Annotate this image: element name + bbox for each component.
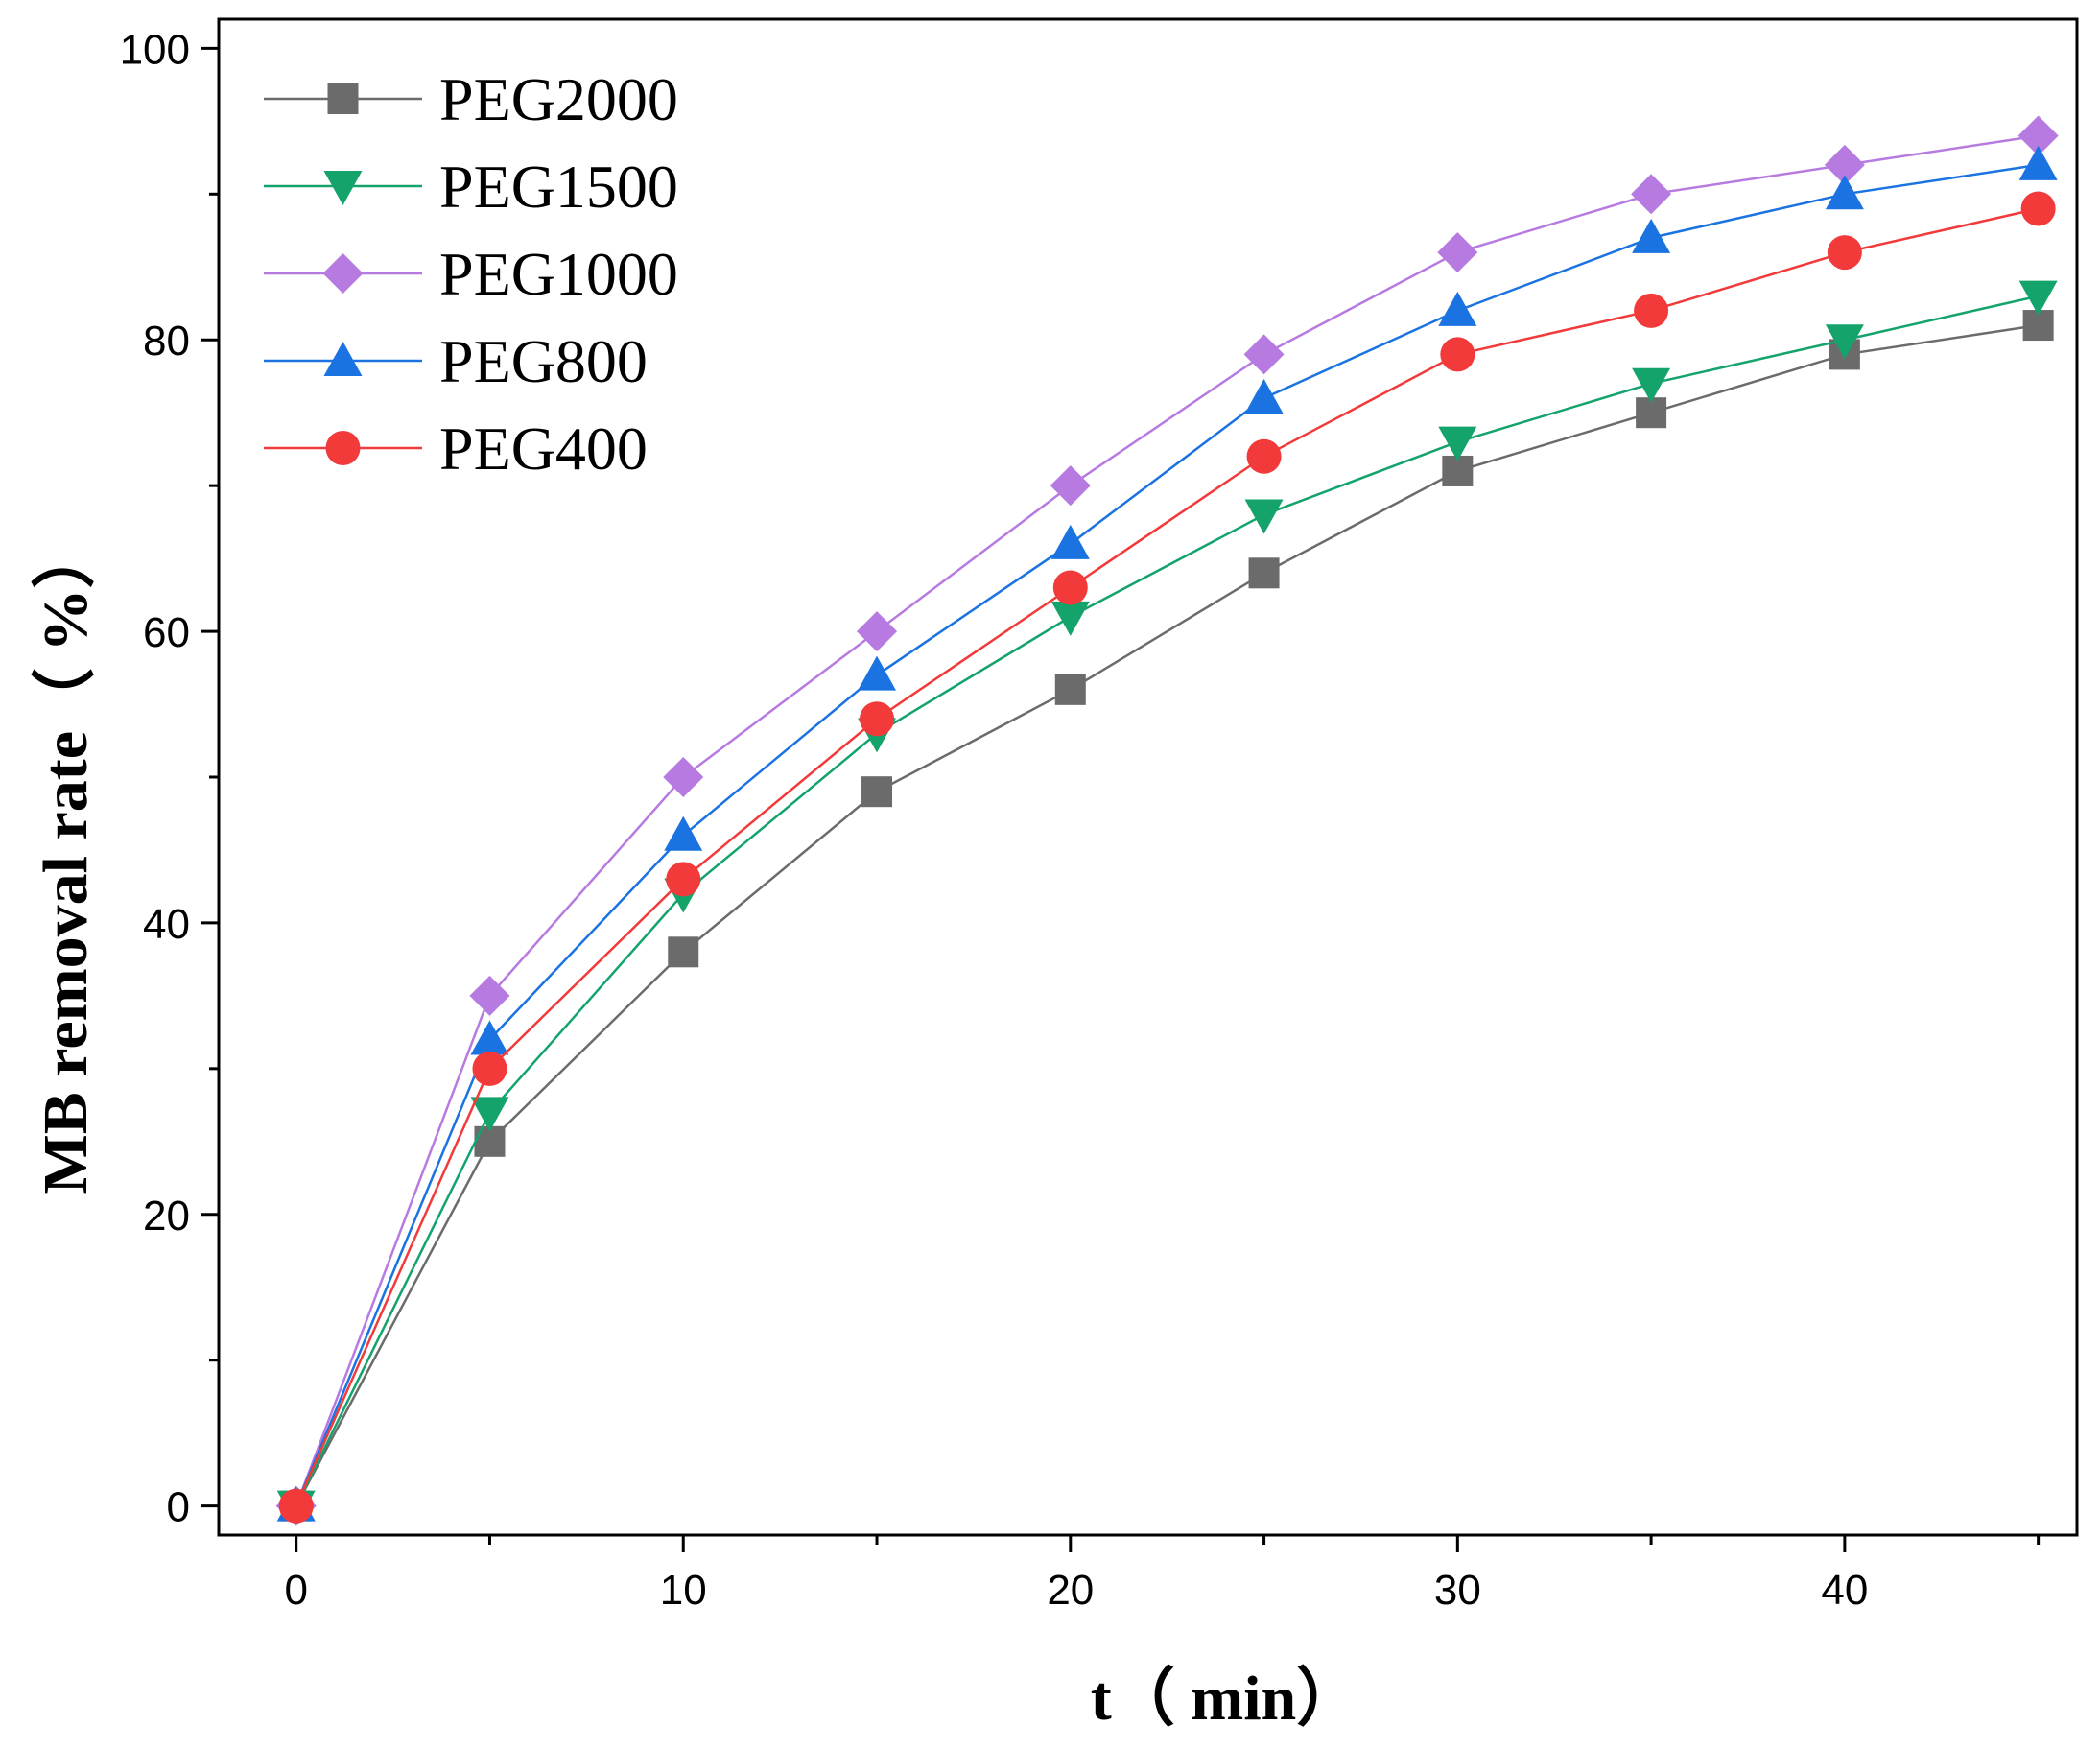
data-point-peg400 [666, 862, 701, 897]
data-point-peg1500 [1244, 499, 1284, 534]
y-tick-label: 100 [120, 26, 190, 73]
y-tick-label: 60 [143, 609, 190, 656]
legend: PEG2000 PEG1500 PEG1000 PEG800 PEG400 [264, 65, 678, 483]
data-point-peg800 [2018, 145, 2058, 180]
legend-label-peg400: PEG400 [439, 414, 648, 483]
data-point-peg400 [278, 1488, 314, 1524]
x-tick-label: 30 [1434, 1567, 1481, 1614]
series-line-peg400 [295, 207, 2039, 1507]
data-point-peg1000 [663, 757, 704, 797]
legend-marker-peg1000 [322, 253, 364, 294]
legend-label-peg2000: PEG2000 [439, 65, 678, 133]
data-point-peg1500 [1825, 324, 1864, 360]
legend-item-peg400: PEG400 [264, 414, 648, 483]
data-point-peg400 [860, 701, 895, 737]
series-layer [275, 115, 2059, 1526]
series-line-peg1000 [295, 134, 2039, 1507]
data-point-peg800 [1438, 291, 1477, 326]
x-axis: 0 10 20 30 40 [284, 1535, 2041, 1614]
x-tick-label: 40 [1821, 1567, 1868, 1614]
data-point-peg1500 [1438, 426, 1477, 461]
data-point-peg1500 [470, 1097, 509, 1132]
data-point-peg2000 [1054, 674, 1086, 705]
legend-item-peg800: PEG800 [264, 327, 648, 395]
y-tick-label: 40 [143, 901, 190, 948]
legend-marker-peg2000 [327, 83, 359, 114]
series-line-peg1500 [295, 295, 2039, 1507]
data-point-peg800 [1244, 379, 1284, 414]
legend-item-peg1000: PEG1000 [264, 240, 678, 308]
data-point-peg1500 [2018, 280, 2058, 316]
data-point-peg1000 [2017, 115, 2059, 156]
data-point-peg1000 [1437, 232, 1478, 273]
data-point-peg400 [1052, 570, 1088, 605]
data-point-peg400 [2020, 191, 2056, 226]
legend-item-peg2000: PEG2000 [264, 65, 678, 133]
data-point-peg1500 [1632, 367, 1671, 403]
legend-label-peg1000: PEG1000 [439, 240, 678, 308]
data-point-peg400 [1827, 235, 1862, 271]
data-point-peg800 [1632, 218, 1671, 253]
data-point-peg1000 [469, 975, 510, 1016]
legend-label-peg800: PEG800 [439, 327, 648, 395]
x-tick-label: 0 [284, 1567, 307, 1614]
legend-marker-peg800 [323, 342, 363, 376]
series-peg1500 [276, 280, 2058, 1525]
data-point-peg400 [1246, 438, 1282, 474]
x-tick-label: 20 [1047, 1567, 1094, 1614]
y-tick-label: 80 [143, 318, 190, 365]
data-point-peg400 [472, 1051, 507, 1086]
series-peg800 [276, 145, 2058, 1522]
legend-marker-peg400 [325, 431, 361, 465]
series-line-peg2000 [295, 323, 2039, 1507]
data-point-peg800 [664, 815, 703, 851]
data-point-peg1000 [1050, 465, 1091, 507]
legend-item-peg1500: PEG1500 [264, 153, 678, 221]
data-point-peg400 [1634, 293, 1669, 328]
legend-label-peg1500: PEG1500 [439, 153, 678, 221]
data-point-peg2000 [668, 936, 699, 968]
data-point-peg400 [1440, 337, 1475, 372]
legend-marker-peg1500 [323, 171, 363, 205]
data-point-peg2000 [861, 776, 893, 808]
series-peg2000 [280, 310, 2054, 1522]
data-point-peg1000 [1243, 334, 1285, 375]
data-point-peg2000 [1248, 557, 1280, 589]
y-tick-label: 20 [143, 1193, 190, 1240]
data-point-peg800 [470, 1020, 509, 1055]
series-peg400 [278, 191, 2056, 1524]
x-axis-title: t（ min） [1091, 1663, 1360, 1734]
data-point-peg800 [858, 655, 897, 691]
series-peg1000 [275, 115, 2059, 1526]
y-axis: 0 20 40 60 80 100 [120, 26, 219, 1531]
x-tick-label: 10 [660, 1567, 707, 1614]
data-point-peg1000 [1824, 144, 1865, 185]
y-tick-label: 0 [167, 1484, 190, 1531]
data-point-peg800 [1825, 175, 1864, 210]
data-point-peg1500 [1050, 601, 1090, 636]
series-line-peg800 [295, 163, 2039, 1507]
data-point-peg1000 [857, 611, 898, 652]
y-axis-title: MB removal rate（ %） [30, 525, 101, 1194]
data-point-peg800 [1050, 524, 1090, 559]
data-point-peg1000 [1631, 174, 1672, 215]
